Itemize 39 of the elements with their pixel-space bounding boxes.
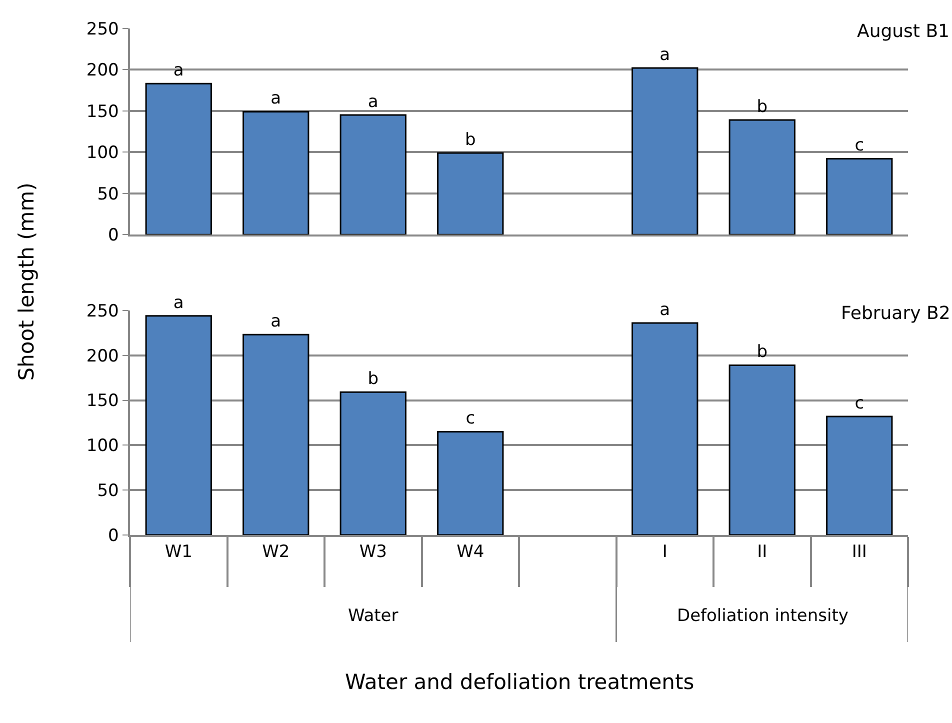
data-label: a xyxy=(173,60,184,81)
data-label: a xyxy=(368,92,378,112)
data-label: c xyxy=(854,136,864,156)
y-tick-label: 0 xyxy=(108,526,119,546)
x-tick-label: W4 xyxy=(456,542,484,562)
data-label: a xyxy=(660,300,670,320)
text: Defoliation intensity xyxy=(677,606,848,626)
y-tick-label: 0 xyxy=(108,226,119,246)
y-tick-label: 100 xyxy=(86,436,119,456)
y-axis-title: Shoot length (mm) xyxy=(14,182,38,381)
data-label: b xyxy=(756,342,768,362)
y-tick-label: 150 xyxy=(86,391,119,412)
y-tick-label: 250 xyxy=(86,19,119,40)
data-label: a xyxy=(270,88,282,109)
x-tick-label: W2 xyxy=(262,542,290,562)
x-tick-label: III xyxy=(852,542,867,562)
data-label: a xyxy=(173,292,184,313)
x-axis-title: Water and defoliation treatments xyxy=(345,670,694,694)
y-tick-label: 50 xyxy=(97,481,119,502)
data-label: b xyxy=(368,369,379,390)
data-label: b xyxy=(464,130,476,150)
data-label: c xyxy=(466,408,476,429)
data-label: a xyxy=(660,45,670,66)
data-label: c xyxy=(854,393,864,414)
y-tick-label: 100 xyxy=(86,143,119,164)
text: Water xyxy=(348,606,398,626)
data-label: b xyxy=(756,96,768,117)
x-tick-label: I xyxy=(662,542,668,562)
y-tick-label: 50 xyxy=(97,184,119,204)
chart-title: February B2 xyxy=(841,303,950,324)
chart-title: August B1 xyxy=(857,21,950,42)
y-tick-label: 200 xyxy=(86,346,119,366)
y-tick-label: 200 xyxy=(86,60,119,81)
y-tick-label: 250 xyxy=(86,301,119,322)
x-tick-label: II xyxy=(757,542,768,562)
data-label: a xyxy=(270,312,282,332)
x-tick-label: W1 xyxy=(164,542,192,562)
y-tick-label: 150 xyxy=(86,102,119,122)
x-tick-label: W3 xyxy=(359,542,387,562)
